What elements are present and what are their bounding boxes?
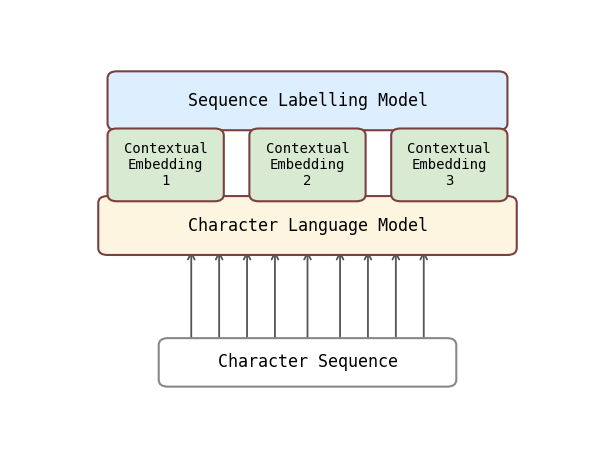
Text: Character Language Model: Character Language Model: [187, 216, 427, 234]
Text: Sequence Labelling Model: Sequence Labelling Model: [187, 92, 427, 110]
FancyBboxPatch shape: [107, 129, 224, 201]
Text: Contextual
Embedding
1: Contextual Embedding 1: [124, 142, 208, 188]
FancyBboxPatch shape: [158, 338, 457, 387]
Text: Character Sequence: Character Sequence: [218, 353, 398, 371]
Text: Contextual
Embedding
3: Contextual Embedding 3: [407, 142, 491, 188]
Text: Contextual
Embedding
2: Contextual Embedding 2: [266, 142, 349, 188]
FancyBboxPatch shape: [98, 196, 517, 255]
FancyBboxPatch shape: [107, 71, 508, 130]
FancyBboxPatch shape: [250, 129, 365, 201]
FancyBboxPatch shape: [391, 129, 508, 201]
